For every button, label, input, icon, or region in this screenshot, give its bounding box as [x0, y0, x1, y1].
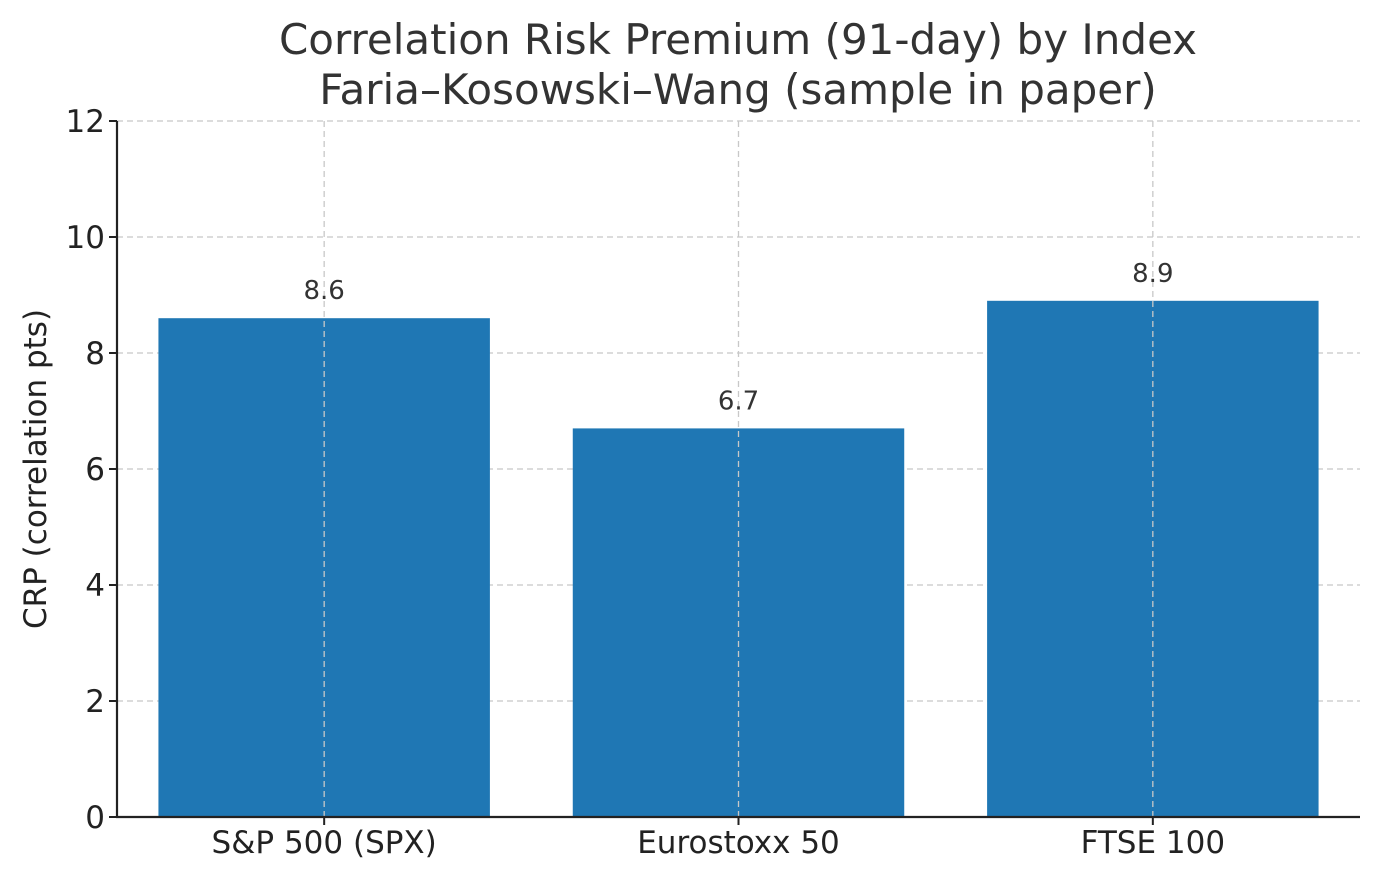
data-label: 6.7 [718, 386, 759, 416]
x-tick-label: Eurostoxx 50 [637, 825, 840, 861]
x-tick-label: S&P 500 (SPX) [212, 825, 437, 861]
y-axis-label: CRP (correlation pts) [18, 309, 54, 629]
y-tick-label: 6 [85, 452, 105, 488]
data-labels: 8.6 6.7 8.9 [303, 259, 1173, 417]
y-tick-label: 0 [85, 800, 105, 836]
axes: 0 2 4 6 8 10 12 S&P 500 (SPX) Eurostoxx 50 FTSE 1… [66, 104, 1360, 861]
y-tick-label: 8 [85, 336, 105, 372]
chart-title: Correlation Risk Premium (91-day) by Ind… [279, 15, 1197, 64]
chart-subtitle: Faria–Kosowski–Wang (sample in paper) [319, 65, 1157, 114]
bars [158, 300, 1319, 817]
y-tick-label: 12 [66, 104, 105, 140]
y-tick-label: 2 [85, 684, 105, 720]
data-label: 8.9 [1132, 259, 1173, 289]
x-tick-label: FTSE 100 [1081, 825, 1226, 861]
data-label: 8.6 [303, 276, 344, 306]
bar-2 [987, 300, 1319, 817]
vertical-grid-lines [323, 121, 1154, 817]
y-tick-label: 10 [66, 220, 105, 256]
y-tick-label: 4 [85, 568, 105, 604]
